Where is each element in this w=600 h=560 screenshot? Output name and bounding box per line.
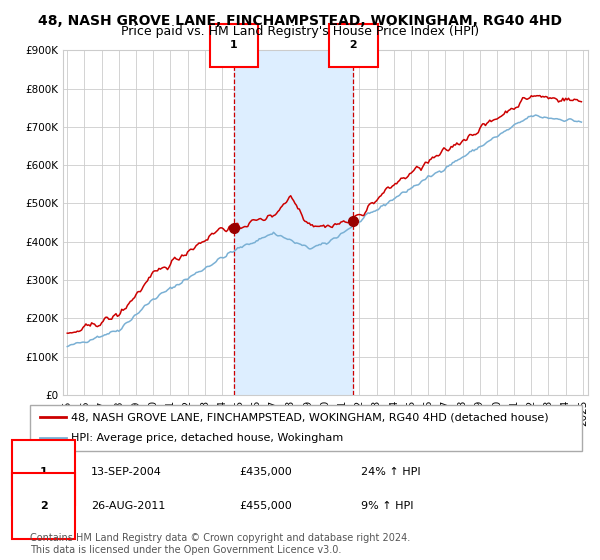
Text: 1: 1 <box>40 468 47 478</box>
Text: Contains HM Land Registry data © Crown copyright and database right 2024.
This d: Contains HM Land Registry data © Crown c… <box>30 533 410 555</box>
Text: 9% ↑ HPI: 9% ↑ HPI <box>361 501 414 511</box>
Text: 2: 2 <box>40 501 47 511</box>
Text: £455,000: £455,000 <box>240 501 293 511</box>
Bar <box>234 50 353 395</box>
Text: Price paid vs. HM Land Registry's House Price Index (HPI): Price paid vs. HM Land Registry's House … <box>121 25 479 38</box>
Text: 24% ↑ HPI: 24% ↑ HPI <box>361 468 421 478</box>
FancyBboxPatch shape <box>30 405 582 451</box>
Text: 2: 2 <box>346 40 361 50</box>
Text: 48, NASH GROVE LANE, FINCHAMPSTEAD, WOKINGHAM, RG40 4HD (detached house): 48, NASH GROVE LANE, FINCHAMPSTEAD, WOKI… <box>71 412 549 422</box>
Text: HPI: Average price, detached house, Wokingham: HPI: Average price, detached house, Woki… <box>71 433 344 444</box>
Text: 26-AUG-2011: 26-AUG-2011 <box>91 501 165 511</box>
Text: 1: 1 <box>226 40 242 50</box>
Text: £435,000: £435,000 <box>240 468 293 478</box>
Text: 13-SEP-2004: 13-SEP-2004 <box>91 468 161 478</box>
Text: 48, NASH GROVE LANE, FINCHAMPSTEAD, WOKINGHAM, RG40 4HD: 48, NASH GROVE LANE, FINCHAMPSTEAD, WOKI… <box>38 14 562 28</box>
